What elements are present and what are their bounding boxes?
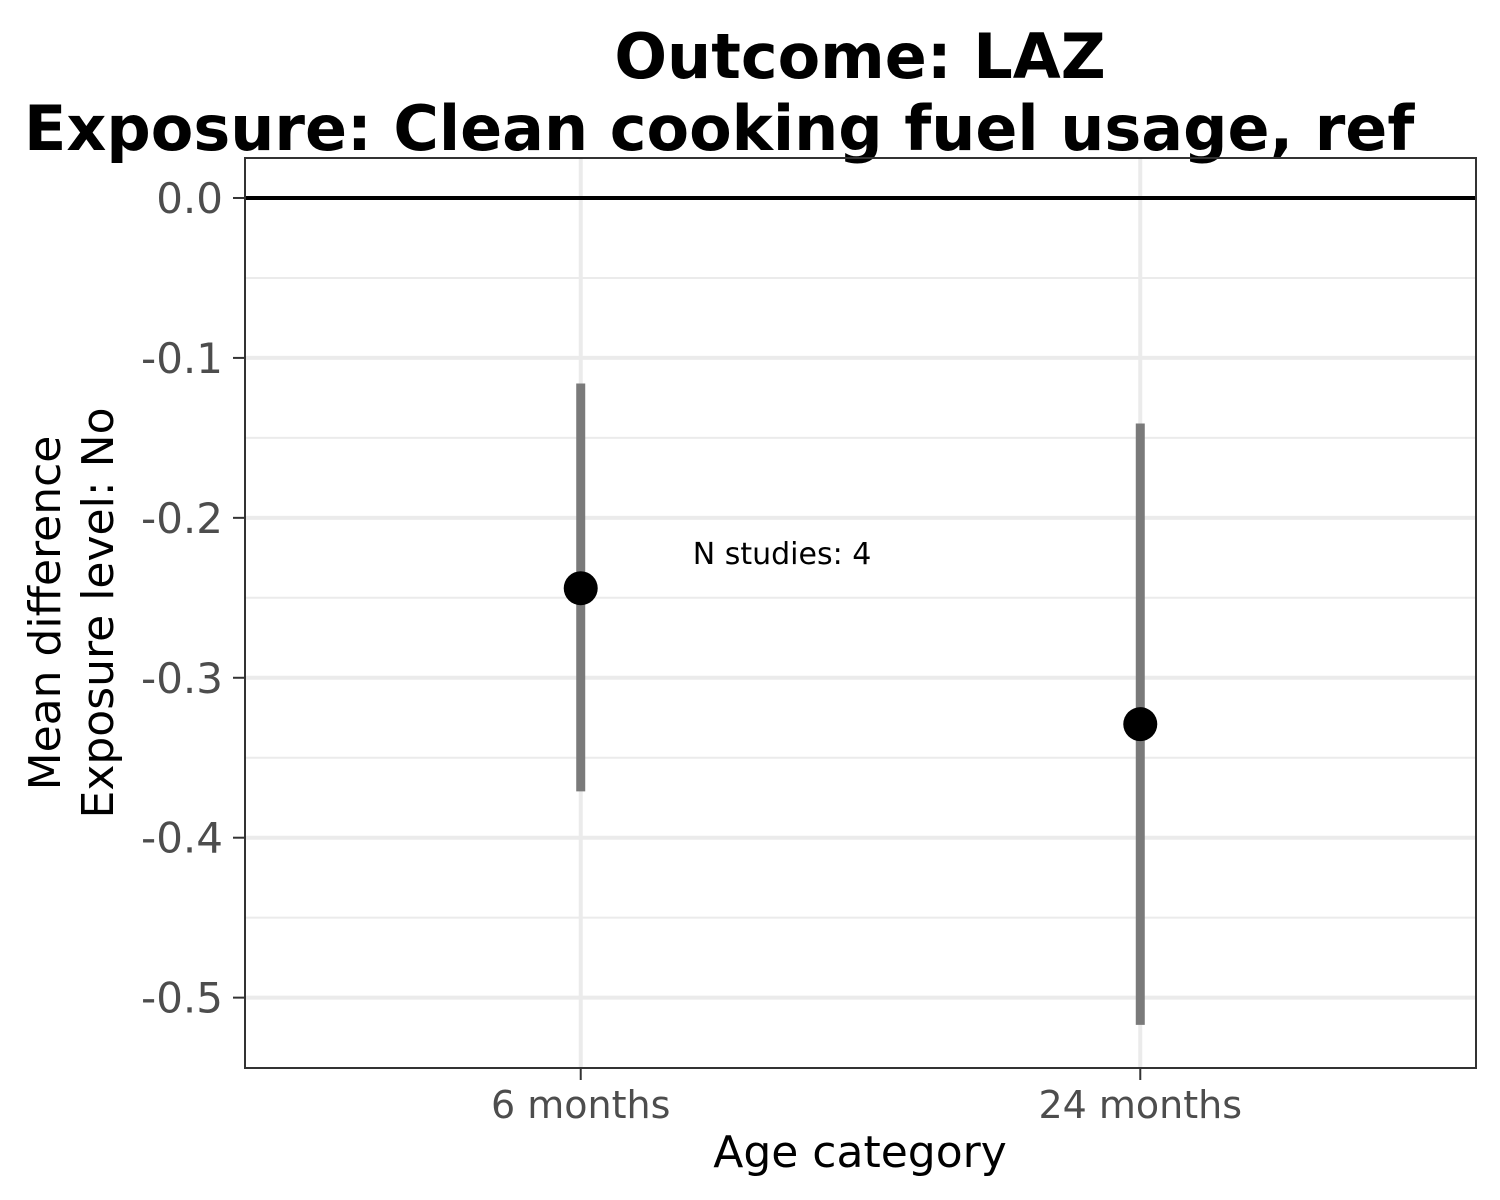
y-tick-label: -0.5 <box>141 974 223 1023</box>
y-tick-label: -0.1 <box>141 334 223 383</box>
y-tick-label: 0.0 <box>156 174 223 223</box>
y-axis-title-line-1: Mean difference <box>20 436 71 791</box>
y-axis-title: Mean difference Exposure level: No <box>20 408 124 819</box>
y-tick-label: -0.3 <box>141 654 223 703</box>
x-axis: 6 months 24 months <box>491 1068 1242 1127</box>
y-tick-label: -0.4 <box>141 814 223 863</box>
chart-title-line-2: Exposure: Clean cooking fuel usage, ref <box>24 92 1415 165</box>
y-axis: 0.0 -0.1 -0.2 -0.3 -0.4 -0.5 <box>141 174 245 1023</box>
x-tick-label: 24 months <box>1038 1083 1242 1127</box>
y-tick-label: -0.2 <box>141 494 223 543</box>
plot-panel <box>244 157 1477 1069</box>
x-tick-label: 6 months <box>491 1083 670 1127</box>
n-studies-annotation: N studies: 4 <box>693 537 872 572</box>
x-axis-title: Age category <box>713 1127 1007 1178</box>
chart-title: Outcome: LAZ Exposure: Clean cooking fue… <box>24 20 1415 165</box>
chart-title-line-1: Outcome: LAZ <box>614 20 1105 93</box>
chart-marks: N studies: 4 <box>563 383 1158 1025</box>
estimate-point <box>1123 707 1158 742</box>
panel-border <box>244 157 1477 1069</box>
estimate-point <box>563 571 598 606</box>
y-axis-title-line-2: Exposure level: No <box>73 408 124 819</box>
